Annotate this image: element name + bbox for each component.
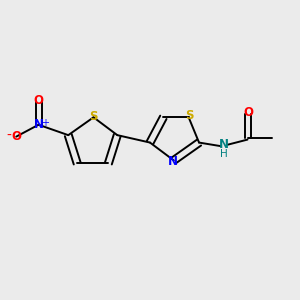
Text: N: N: [34, 118, 44, 131]
Text: N: N: [168, 155, 178, 168]
Text: N: N: [219, 138, 229, 151]
Text: O: O: [12, 130, 22, 143]
Text: S: S: [185, 109, 194, 122]
Text: O: O: [244, 106, 254, 119]
Text: -: -: [6, 129, 11, 143]
Text: S: S: [89, 110, 97, 123]
Text: H: H: [220, 148, 228, 159]
Text: O: O: [34, 94, 44, 107]
Text: +: +: [41, 118, 49, 128]
